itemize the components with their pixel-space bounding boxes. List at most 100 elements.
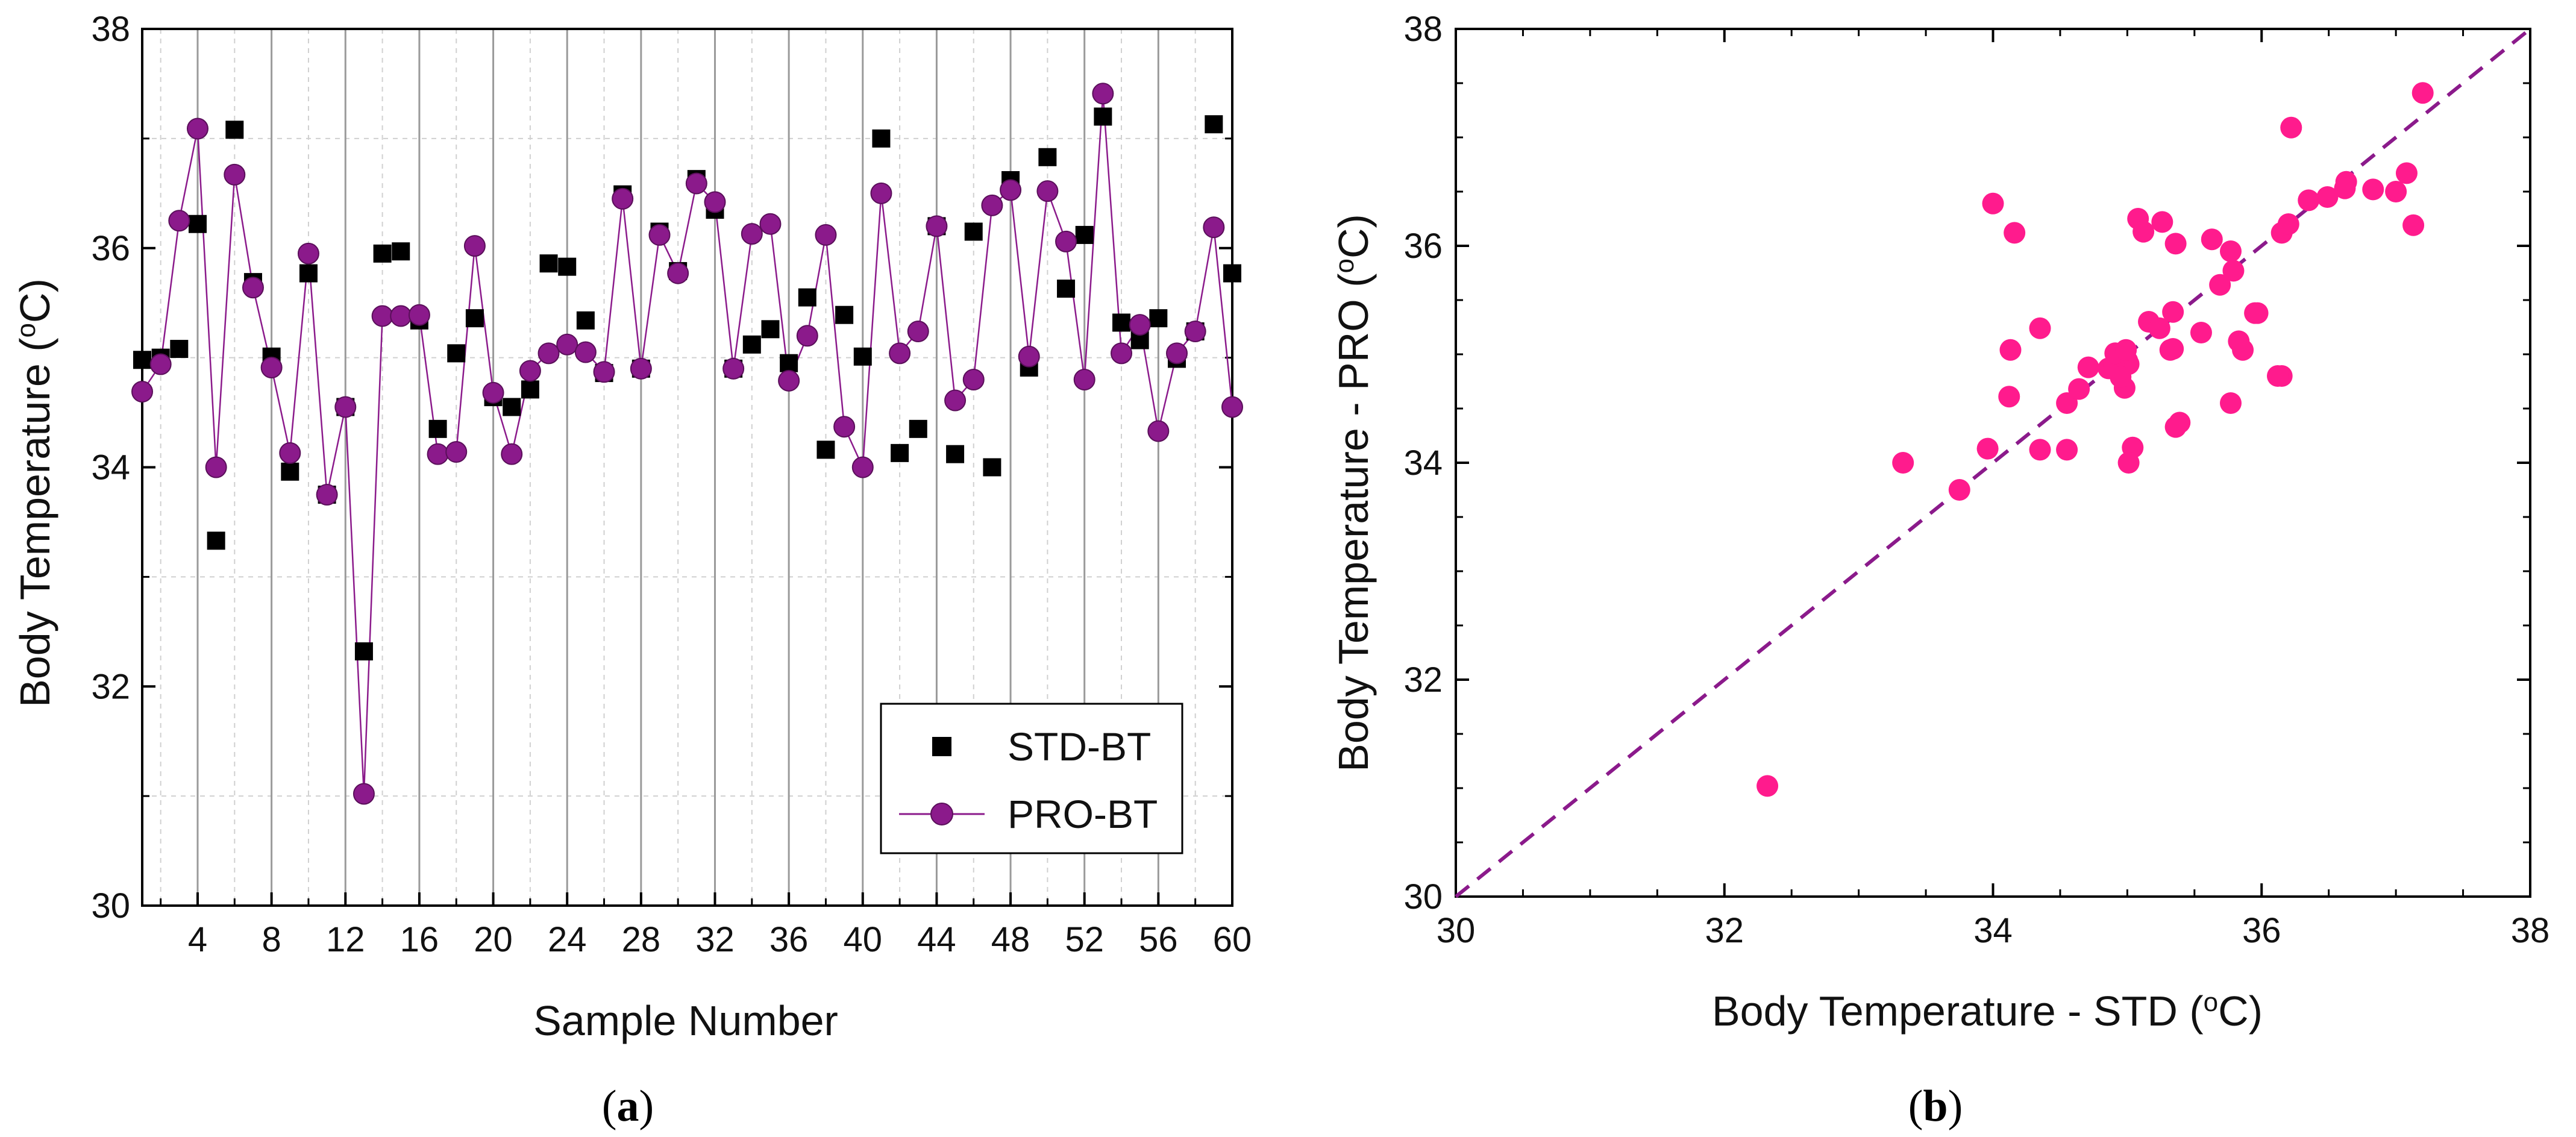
pro-point [556, 333, 578, 356]
std-point [354, 642, 373, 661]
scatter-point [2209, 274, 2231, 296]
pro-point [1055, 230, 1077, 252]
pro-point [168, 210, 190, 232]
std-point [909, 419, 927, 438]
pro-point [408, 304, 430, 326]
legend-label-std: STD-BT [1008, 724, 1151, 769]
x-tick-label: 32 [1705, 911, 1744, 950]
x-tick-label: 16 [400, 920, 439, 959]
pro-point [981, 194, 1003, 216]
std-point [816, 440, 835, 459]
pro-point [944, 389, 967, 412]
std-point [1094, 107, 1112, 126]
pro-point [463, 235, 486, 257]
pro-point [722, 357, 745, 380]
std-point [207, 531, 225, 550]
scatter-point [2228, 330, 2250, 352]
std-point [780, 354, 798, 372]
x-tick-label: 28 [622, 920, 661, 959]
scatter-point [2316, 186, 2339, 208]
x-tick-label: 8 [262, 920, 281, 959]
scatter-point [1757, 775, 1779, 797]
pro-point [851, 456, 874, 478]
panel-label-b: (b) [1908, 1082, 1963, 1131]
pro-point [224, 163, 246, 186]
chart-b-series [1757, 82, 2434, 797]
std-point [798, 288, 816, 307]
scatter-point [2164, 233, 2187, 255]
y-tick-label: 38 [1403, 10, 1443, 49]
scatter-point [1998, 386, 2020, 408]
pro-point [741, 223, 763, 245]
chart-a-ylabel: Body Temperature (oC) [11, 278, 59, 707]
std-point [133, 351, 151, 369]
scatter-point [2164, 416, 2187, 438]
std-point [225, 121, 244, 139]
x-tick-label: 34 [1973, 911, 2013, 950]
std-point [558, 257, 577, 276]
pro-point [815, 224, 837, 246]
pro-point [704, 191, 726, 213]
pro-point [870, 182, 892, 204]
scatter-point [2056, 392, 2078, 414]
scatter-point [2298, 189, 2320, 211]
y-tick-label: 36 [1403, 227, 1443, 266]
scatter-point [2056, 439, 2078, 461]
scatter-point [2151, 211, 2173, 233]
std-point [742, 335, 761, 354]
std-point [281, 462, 299, 481]
pro-point [907, 320, 929, 342]
scatter-point [2402, 214, 2425, 236]
pro-point [353, 783, 375, 805]
scatter-point [2029, 317, 2051, 339]
pro-point [205, 456, 227, 478]
pro-point [445, 441, 468, 463]
scatter-point [2110, 366, 2132, 388]
std-point [503, 398, 521, 416]
scatter-point [2190, 322, 2212, 343]
scatter-point [2159, 339, 2181, 361]
pro-point [685, 172, 707, 195]
std-point [891, 443, 909, 462]
pro-point [1111, 342, 1133, 365]
scatter-point [1892, 452, 1914, 474]
std-point [761, 320, 780, 339]
scatter-point [1982, 192, 2004, 215]
chart-b-xlabel: Body Temperature - STD (oC) [1712, 988, 2263, 1035]
identity-line [1455, 27, 2531, 898]
y-tick-label: 38 [91, 10, 130, 49]
std-point [872, 129, 891, 148]
scatter-point [2246, 302, 2269, 324]
pro-point [1166, 342, 1188, 365]
pro-point [630, 357, 652, 380]
y-tick-label: 30 [1403, 877, 1443, 916]
pro-point [1221, 396, 1243, 418]
pro-point [519, 360, 541, 382]
pro-point [796, 325, 818, 347]
pro-point [427, 443, 449, 465]
std-point [1205, 115, 1223, 134]
pro-point [186, 117, 208, 140]
std-point [1112, 313, 1131, 332]
pro-point [926, 215, 948, 237]
pro-point [1000, 179, 1022, 201]
pro-point [962, 369, 985, 390]
pro-point [759, 213, 782, 235]
chart-a-xlabel: Sample Number [533, 997, 838, 1044]
scatter-point [2077, 356, 2099, 378]
pro-point [833, 416, 856, 438]
scatter-point [2115, 339, 2137, 361]
pro-point [482, 381, 504, 404]
pro-point [593, 361, 615, 383]
pro-point [778, 369, 800, 392]
std-point [521, 380, 539, 399]
pro-point [574, 341, 597, 363]
pro-point [667, 262, 689, 284]
scatter-point [2266, 365, 2289, 387]
x-tick-label: 32 [695, 920, 735, 959]
pro-point [648, 224, 671, 246]
std-point [539, 254, 558, 273]
pro-point [316, 483, 338, 506]
x-tick-label: 40 [844, 920, 883, 959]
